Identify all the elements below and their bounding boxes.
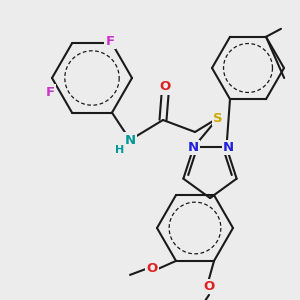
Text: O: O [146, 262, 158, 275]
Text: N: N [124, 134, 136, 146]
Text: N: N [188, 141, 199, 154]
Text: O: O [159, 80, 171, 94]
Text: N: N [223, 141, 234, 154]
Text: F: F [105, 35, 115, 48]
Text: H: H [116, 145, 124, 155]
Text: F: F [45, 85, 55, 98]
Text: S: S [213, 112, 223, 124]
Text: O: O [203, 280, 214, 293]
